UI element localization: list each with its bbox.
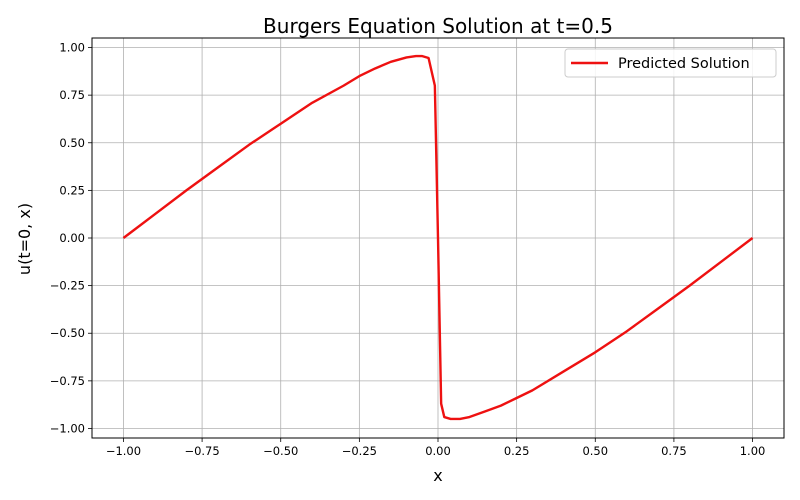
x-tick-label: −0.75 [184,444,219,458]
chart-title: Burgers Equation Solution at t=0.5 [263,14,613,38]
legend-box [564,48,777,78]
x-tick-label: −1.00 [106,444,141,458]
x-tick-label: 1.00 [740,444,766,458]
y-axis-label: u(t=0, x) [15,203,34,275]
x-tick-label: 0.00 [425,444,451,458]
tick-marks [88,47,753,442]
legend: Predicted Solution [564,48,777,78]
y-tick-label: 1.00 [59,41,85,55]
x-axis-label: x [433,466,442,485]
x-tick-label: 0.50 [582,444,608,458]
legend-label-predicted-solution: Predicted Solution [618,56,750,72]
y-tick-label: −1.00 [50,421,85,435]
y-tick-label: 0.00 [59,231,85,245]
x-tick-label: 0.25 [504,444,530,458]
y-tick-label: −0.25 [50,279,85,293]
series-layer [122,54,754,421]
y-tick-label: 0.50 [59,136,85,150]
y-tick-label: 0.25 [59,183,85,197]
x-tick-label: 0.75 [661,444,687,458]
x-tick-label: −0.25 [342,444,377,458]
y-tick-label: 0.75 [59,88,85,102]
y-tick-label: −0.75 [50,374,85,388]
x-tick-label: −0.50 [263,444,298,458]
y-tick-label: −0.50 [50,326,85,340]
series-line-predicted-solution [122,54,754,421]
